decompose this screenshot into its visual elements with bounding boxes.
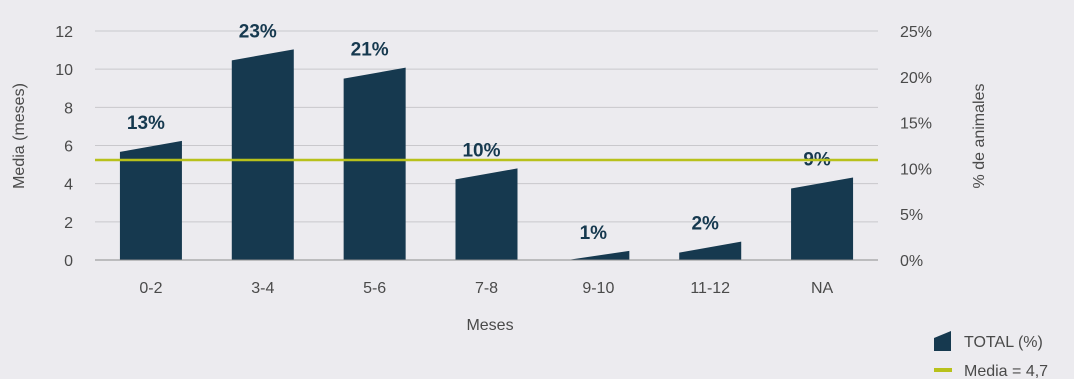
- right-axis-title: % de animales: [971, 84, 988, 189]
- bar: [343, 67, 406, 260]
- legend: TOTAL (%) Media = 4,7: [934, 331, 1048, 379]
- left-axis-title: Media (meses): [11, 83, 28, 189]
- right-tick-label: 20%: [900, 70, 932, 87]
- data-label: 10%: [462, 140, 500, 161]
- left-axis: 0 2 4 6 8 10 12: [55, 24, 73, 270]
- right-tick-label: 5%: [900, 207, 923, 224]
- data-label: 1%: [580, 223, 608, 244]
- data-label: 13%: [127, 113, 165, 134]
- bars: [119, 49, 854, 260]
- data-label: 21%: [351, 40, 389, 61]
- right-tick-label: 25%: [900, 24, 932, 41]
- right-axis: 0% 5% 10% 15% 20% 25%: [900, 24, 932, 270]
- bar: [679, 241, 742, 260]
- x-tick-label: NA: [811, 280, 834, 297]
- legend-total-label: TOTAL (%): [964, 334, 1043, 351]
- left-tick-label: 4: [64, 177, 73, 194]
- left-tick-label: 2: [64, 215, 73, 232]
- left-tick-label: 0: [64, 253, 73, 270]
- bar: [791, 177, 854, 260]
- left-tick-label: 10: [55, 62, 73, 79]
- data-labels: 13%23%21%10%1% 2%9%: [127, 21, 831, 244]
- x-tick-label: 5-6: [363, 280, 386, 297]
- legend-media-label: Media = 4,7: [964, 363, 1048, 379]
- legend-media-swatch: [934, 368, 952, 372]
- bar: [455, 168, 518, 260]
- bar: [119, 140, 182, 260]
- left-tick-label: 6: [64, 139, 73, 156]
- x-axis: 0-2 3-4 5-6 7-8 9-10 11-12 NA: [95, 259, 878, 297]
- bar: [231, 49, 294, 260]
- x-tick-label: 7-8: [475, 280, 498, 297]
- right-tick-label: 0%: [900, 253, 923, 270]
- left-tick-label: 12: [55, 24, 73, 41]
- data-label: 2%: [691, 214, 719, 235]
- data-label: 23%: [239, 21, 277, 42]
- right-tick-label: 15%: [900, 116, 932, 133]
- bar: [567, 250, 630, 260]
- x-tick-label: 9-10: [582, 280, 614, 297]
- x-tick-label: 3-4: [251, 280, 274, 297]
- x-tick-label: 11-12: [690, 280, 730, 297]
- right-tick-label: 10%: [900, 161, 932, 178]
- x-axis-title: Meses: [466, 317, 513, 334]
- left-tick-label: 8: [64, 100, 73, 117]
- x-tick-label: 0-2: [139, 280, 162, 297]
- legend-total-swatch: [934, 331, 951, 351]
